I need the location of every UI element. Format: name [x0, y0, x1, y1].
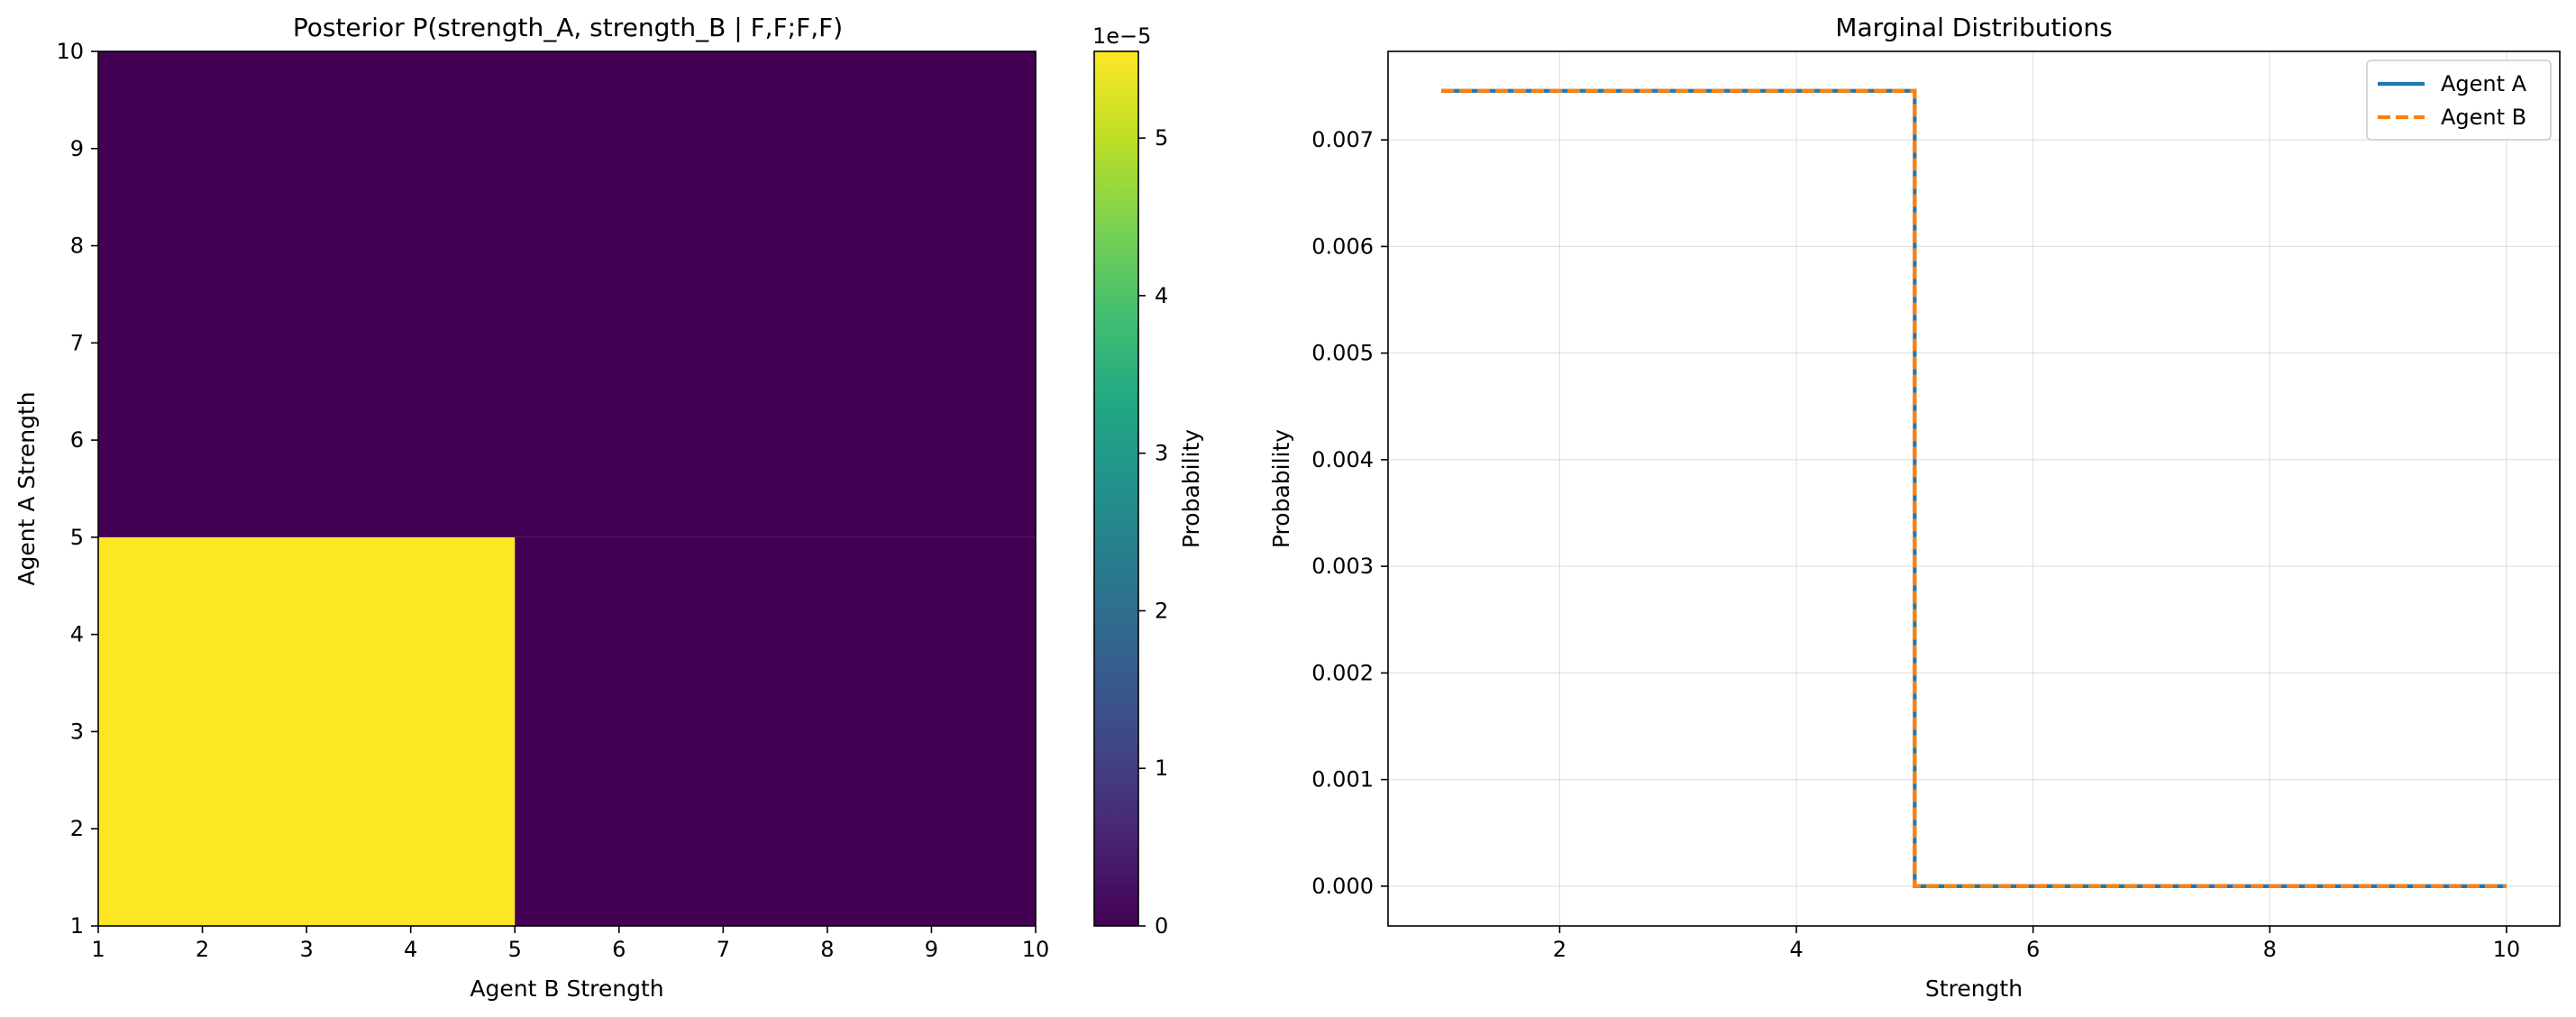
marginal-x-tick-label: 10	[2493, 937, 2521, 962]
marginal-y-tick-label: 0.007	[1311, 127, 1374, 152]
colorbar-label: Probability	[1178, 429, 1204, 548]
heatmap-x-tick-label: 2	[196, 937, 209, 962]
colorbar-tick-label: 2	[1155, 598, 1168, 623]
legend-box	[2366, 60, 2552, 141]
heatmap-x-tick-label: 4	[404, 937, 417, 962]
colorbar-ticks: 0 1 2 3 4 5	[1138, 125, 1168, 939]
marginal-y-tick-label: 0.001	[1311, 767, 1374, 793]
marginal-x-ticks: 2 4 6 8 10	[1553, 926, 2520, 962]
marginal-y-label: Probability	[1268, 429, 1294, 548]
heatmap-cell-1	[515, 536, 1036, 926]
marginal-x-label: Strength	[1925, 976, 2023, 1002]
heatmap-x-tick-label: 1	[91, 937, 105, 962]
colorbar-tick-label: 4	[1155, 283, 1168, 308]
heatmap-y-tick-label: 9	[70, 136, 84, 161]
heatmap-x-tick-label: 10	[1022, 937, 1050, 962]
colorbar-frame	[1093, 50, 1139, 927]
marginal-panel: Marginal Distributions 2 4 6 8 10 0.000 0.001…	[1268, 13, 2561, 1002]
marginal-y-tick-label: 0.006	[1311, 234, 1374, 259]
marginal-y-tick-label: 0.000	[1311, 874, 1374, 899]
colorbar: 0 1 2 3 4 5 1e−5 Probability	[1092, 23, 1204, 939]
marginal-legend: Agent A Agent B	[2366, 60, 2552, 141]
marginal-grid	[1388, 51, 2560, 926]
marginal-x-tick-label: 6	[2026, 937, 2040, 962]
heatmap-x-tick-label: 5	[508, 937, 522, 962]
marginal-title: Marginal Distributions	[1835, 13, 2112, 42]
heatmap-y-tick-label: 2	[70, 816, 84, 841]
heatmap-cell-0	[98, 536, 516, 926]
heatmap-y-ticks: 1 2 3 4 5 6 7 8 9 10	[56, 39, 98, 939]
colorbar-offset-label: 1e−5	[1092, 23, 1151, 49]
heatmap-y-tick-label: 8	[70, 234, 84, 259]
heatmap-y-tick-label: 6	[70, 427, 84, 453]
heatmap-x-tick-label: 7	[717, 937, 730, 962]
marginal-y-tick-label: 0.002	[1311, 660, 1374, 685]
heatmap-panel: Posterior P(strength_A, strength_B | F,F…	[14, 13, 1049, 1002]
marginal-frame	[1387, 50, 2561, 927]
marginal-y-tick-label: 0.005	[1311, 341, 1374, 366]
heatmap-x-ticks: 1 2 3 4 5 6 7 8 9 10	[91, 926, 1049, 962]
marginal-y-tick-label: 0.004	[1311, 447, 1374, 472]
marginal-x-tick-label: 4	[1789, 937, 1803, 962]
heatmap-y-tick-label: 3	[70, 719, 84, 744]
legend-entry: Agent B	[2441, 105, 2526, 130]
marginal-series	[1441, 88, 2507, 888]
colorbar-tick-label: 5	[1155, 125, 1168, 151]
series-line-agent-b	[1441, 88, 2507, 888]
heatmap-y-tick-label: 4	[70, 622, 84, 647]
heatmap-title: Posterior P(strength_A, strength_B | F,F…	[293, 13, 843, 42]
colorbar-tick-label: 1	[1155, 756, 1168, 781]
heatmap-x-label: Agent B Strength	[470, 976, 663, 1002]
colorbar-tick-label: 3	[1155, 441, 1168, 466]
heatmap-x-tick-label: 3	[299, 937, 313, 962]
heatmap-x-tick-label: 9	[925, 937, 938, 962]
marginal-x-tick-label: 2	[1553, 937, 1567, 962]
colorbar-tick-label: 0	[1155, 913, 1168, 939]
heatmap-y-tick-label: 10	[56, 39, 84, 64]
heatmap-y-label: Agent A Strength	[14, 391, 40, 585]
colorbar-gradient	[1094, 51, 1138, 926]
heatmap-x-tick-label: 6	[612, 937, 626, 962]
heatmap-frame	[97, 50, 1037, 927]
heatmap-cell-2	[98, 51, 1036, 537]
marginal-x-tick-label: 8	[2263, 937, 2277, 962]
legend-entry: Agent A	[2441, 71, 2527, 96]
marginal-y-tick-label: 0.003	[1311, 554, 1374, 579]
heatmap-y-tick-label: 7	[70, 330, 84, 355]
series-line-agent-a	[1441, 88, 2507, 888]
heatmap-cells	[98, 51, 1036, 926]
heatmap-y-tick-label: 1	[70, 913, 84, 939]
heatmap-y-tick-label: 5	[70, 525, 84, 550]
heatmap-x-tick-label: 8	[820, 937, 834, 962]
marginal-y-ticks: 0.000 0.001 0.002 0.003 0.004 0.005 0.006 0.007	[1311, 127, 1388, 899]
